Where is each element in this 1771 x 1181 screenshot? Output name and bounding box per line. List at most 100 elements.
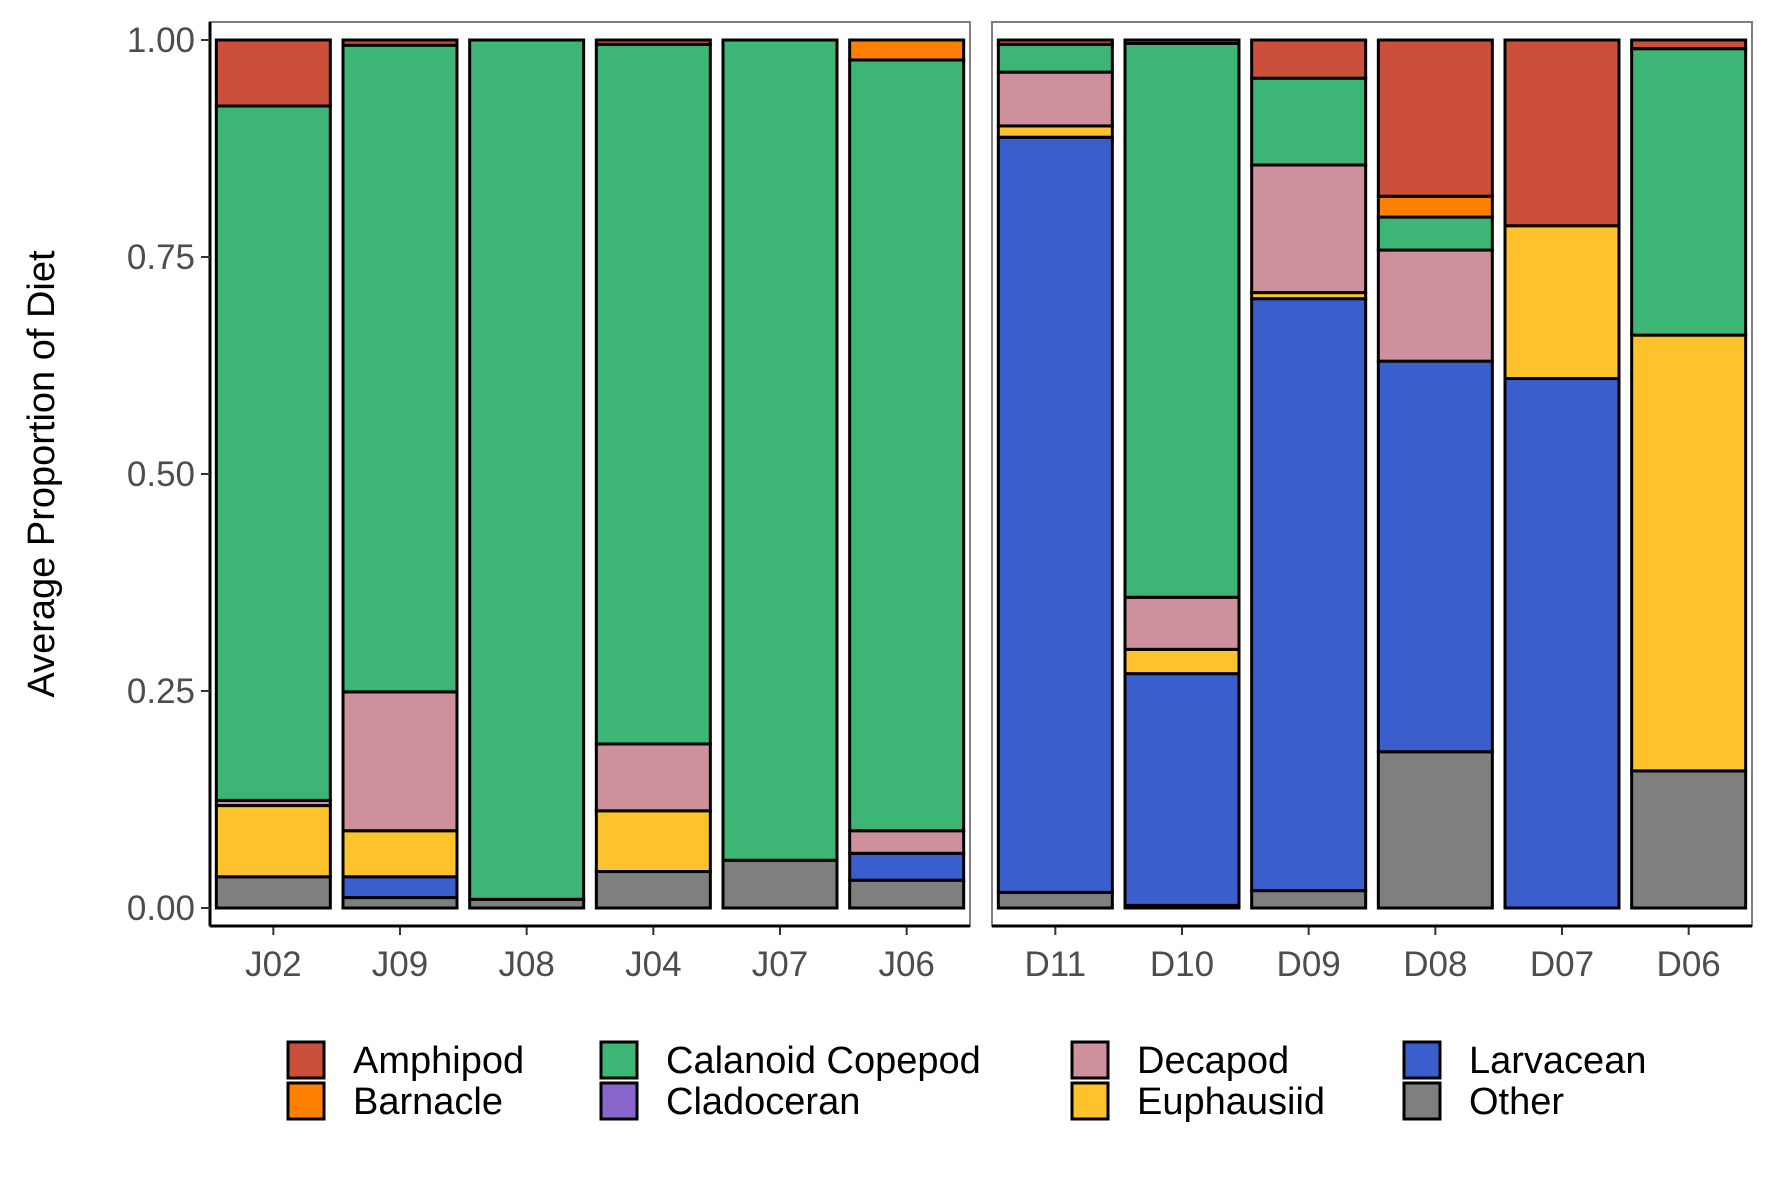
bar-segment-amphipod: [996, 38, 1114, 46]
legend-swatch: [286, 1081, 326, 1121]
bar-segment-decapod: [1123, 595, 1241, 651]
bar-segment-euphausiid: [214, 804, 332, 879]
bar-segment-decapod: [848, 829, 966, 855]
panel-border: [209, 21, 971, 927]
bar-segment-amphipod: [1250, 38, 1368, 80]
bar-segment-barnacle: [1376, 194, 1494, 219]
legend-item-larvacean: Larvacean: [1402, 1040, 1646, 1082]
bar-segment-amphipod: [214, 38, 332, 108]
bar-segment-decapod: [996, 70, 1114, 128]
legend-label: Barnacle: [353, 1081, 503, 1123]
bar-segment-other: [996, 890, 1114, 910]
legend-swatch: [1402, 1040, 1442, 1080]
bar-segment-calanoid-copepod: [1123, 41, 1241, 599]
legend-swatch: [599, 1040, 639, 1080]
bar-segment-amphipod: [1630, 38, 1748, 51]
bar-segment-larvacean: [1123, 672, 1241, 907]
legend-label: Euphausiid: [1137, 1081, 1325, 1123]
legend-label: Amphipod: [353, 1040, 524, 1082]
bar-D08: [1376, 38, 1494, 910]
y-tick-label: 1.00: [127, 21, 195, 60]
legend-label: Cladoceran: [666, 1081, 860, 1123]
bar-segment-decapod: [1376, 248, 1494, 363]
bar-segment-calanoid-copepod: [594, 42, 712, 746]
bar-J04: [594, 38, 712, 910]
bar-segment-other: [1376, 750, 1494, 910]
bar-D06: [1630, 38, 1748, 910]
bar-segment-calanoid-copepod: [1630, 47, 1748, 337]
x-tick-label: J06: [878, 945, 934, 984]
bar-segment-calanoid-copepod: [848, 58, 966, 833]
bar-segment-decapod: [594, 742, 712, 813]
bar-segment-euphausiid: [594, 809, 712, 874]
bar-J02: [214, 38, 332, 910]
bar-segment-larvacean: [848, 851, 966, 882]
bar-segment-euphausiid: [1123, 647, 1241, 676]
bar-segment-euphausiid: [1630, 333, 1748, 773]
bar-segment-calanoid-copepod: [214, 104, 332, 802]
bar-segment-decapod: [1250, 163, 1368, 295]
x-tick-label: J04: [625, 945, 681, 984]
bar-segment-barnacle: [848, 38, 966, 62]
bar-segment-amphipod: [1503, 38, 1621, 228]
bar-segment-larvacean: [1376, 359, 1494, 754]
x-tick-label: J07: [752, 945, 808, 984]
x-tick-label: J08: [498, 945, 554, 984]
bar-segment-calanoid-copepod: [996, 42, 1114, 74]
legend-item-amphipod: Amphipod: [286, 1040, 524, 1082]
x-tick-label: D10: [1150, 945, 1214, 984]
bar-D11: [996, 38, 1114, 910]
bar-segment-other: [1630, 769, 1748, 910]
y-tick-label: 0.50: [127, 455, 195, 494]
y-tick-label: 0.00: [127, 889, 195, 928]
legend-label: Calanoid Copepod: [666, 1040, 981, 1082]
bar-segment-other: [721, 858, 839, 910]
bar-segment-euphausiid: [1503, 224, 1621, 381]
bar-segment-calanoid-copepod: [721, 38, 839, 862]
legend-swatch: [286, 1040, 326, 1080]
x-tick-label: J02: [245, 945, 301, 984]
x-tick-label: D11: [1025, 945, 1087, 984]
bar-segment-calanoid-copepod: [468, 38, 586, 901]
y-tick-label: 0.25: [127, 672, 195, 711]
x-tick-label: D07: [1530, 945, 1594, 984]
bar-segment-calanoid-copepod: [1250, 76, 1368, 167]
bar-segment-other: [594, 870, 712, 910]
bar-segment-other: [214, 875, 332, 910]
legend-swatch: [1070, 1081, 1110, 1121]
legend-item-calanoid-copepod: Calanoid Copepod: [599, 1040, 981, 1082]
bar-segment-other: [341, 896, 459, 910]
legend-swatch: [1402, 1081, 1442, 1121]
x-tick-label: D06: [1657, 945, 1721, 984]
bar-J08: [468, 38, 586, 910]
bar-D10: [1123, 38, 1241, 910]
legend-swatch: [1070, 1040, 1110, 1080]
bar-segment-other: [848, 878, 966, 910]
bar-segment-euphausiid: [996, 124, 1114, 139]
bar-J09: [341, 38, 459, 910]
bar-segment-euphausiid: [341, 829, 459, 879]
legend-label: Larvacean: [1469, 1040, 1646, 1082]
panel-2: D11 D10 D09 D08 D07 D06: [991, 21, 1753, 984]
legend-label: Other: [1469, 1081, 1564, 1123]
x-tick-label: D09: [1277, 945, 1341, 984]
legend-item-other: Other: [1402, 1081, 1564, 1123]
bar-segment-larvacean: [341, 875, 459, 900]
bar-segment-larvacean: [1503, 377, 1621, 910]
legend-item-barnacle: Barnacle: [286, 1081, 503, 1123]
panel-border: [991, 21, 1753, 927]
bar-D07: [1503, 38, 1621, 910]
bar-segment-amphipod: [1376, 38, 1494, 198]
legend-item-decapod: Decapod: [1070, 1040, 1289, 1082]
bar-segment-larvacean: [1250, 297, 1368, 893]
bar-segment-amphipod: [1123, 38, 1241, 45]
bar-segment-decapod: [341, 690, 459, 833]
y-tick-label: 0.75: [127, 238, 195, 277]
panels: J02 J09 J08 J04 J07 J06 D11 D10 D09 D08 D07 D06: [209, 21, 1753, 984]
bar-segment-larvacean: [996, 135, 1114, 894]
panel-1: J02 J09 J08 J04 J07 J06: [209, 21, 971, 984]
legend-label: Decapod: [1137, 1040, 1289, 1082]
legend-swatch: [599, 1081, 639, 1121]
